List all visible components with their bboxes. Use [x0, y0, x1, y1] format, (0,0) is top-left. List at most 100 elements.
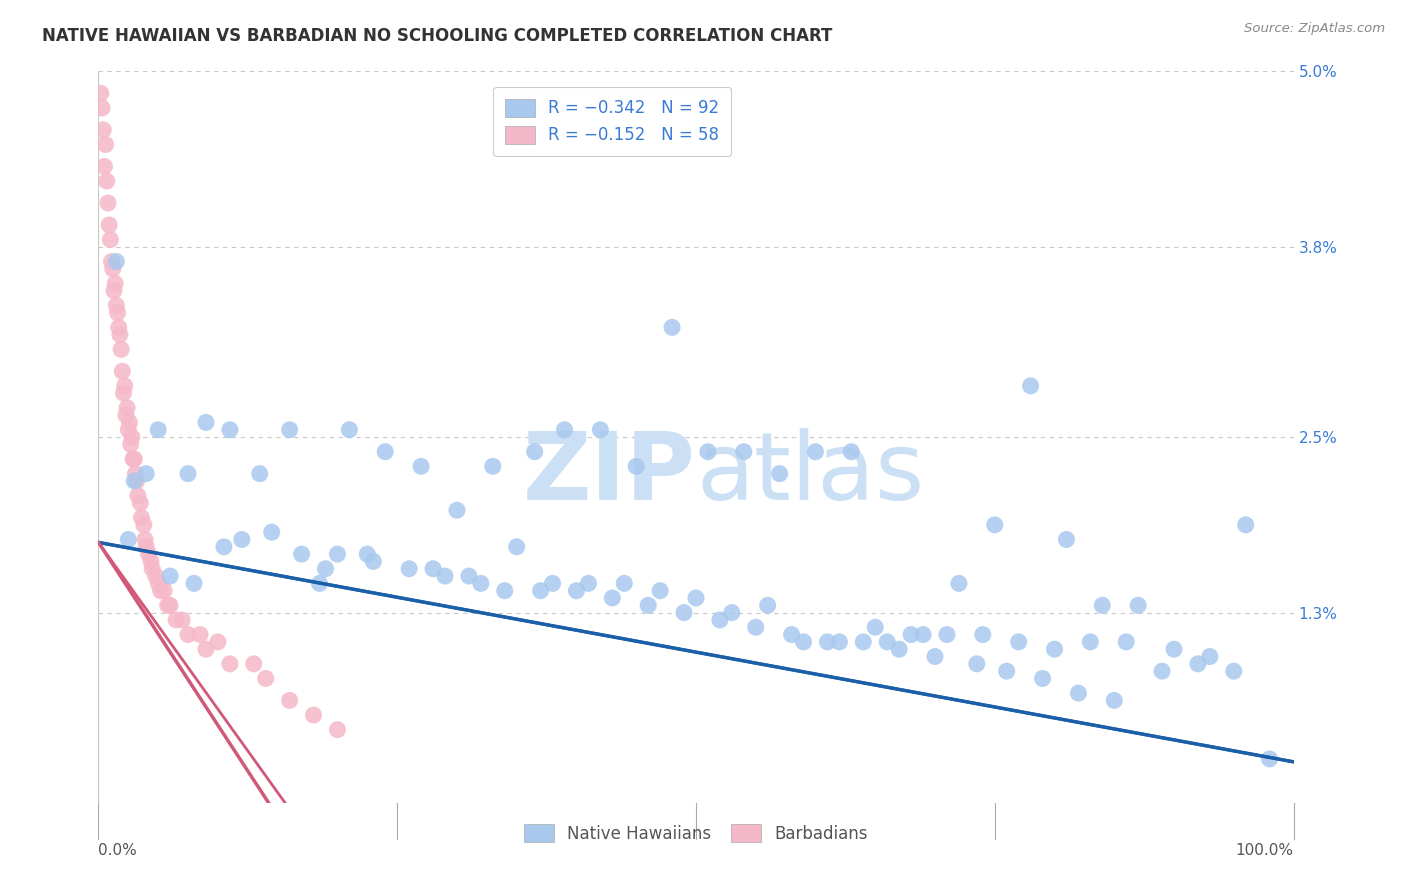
Point: [156, 599, 179, 613]
Point: [578, 576, 600, 591]
Text: Source: ZipAtlas.com: Source: ZipAtlas.com: [1244, 22, 1385, 36]
Point: [339, 423, 361, 437]
Point: [1163, 642, 1185, 657]
Point: [107, 320, 129, 334]
Text: 100.0%: 100.0%: [1236, 843, 1294, 858]
Point: [98, 218, 121, 232]
Point: [494, 583, 516, 598]
Point: [219, 423, 242, 437]
Point: [135, 540, 157, 554]
Point: [254, 672, 277, 686]
Point: [260, 525, 283, 540]
Point: [91, 123, 114, 137]
Point: [105, 254, 128, 268]
Point: [165, 613, 187, 627]
Point: [661, 320, 683, 334]
Point: [124, 452, 146, 467]
Point: [889, 642, 911, 657]
Point: [114, 379, 136, 393]
Text: ZIP: ZIP: [523, 427, 696, 520]
Point: [411, 459, 433, 474]
Point: [153, 583, 176, 598]
Point: [101, 261, 124, 276]
Point: [530, 583, 553, 598]
Point: [104, 277, 127, 291]
Point: [112, 386, 135, 401]
Point: [650, 583, 672, 598]
Point: [188, 627, 211, 641]
Point: [212, 540, 235, 554]
Point: [1115, 635, 1137, 649]
Point: [565, 583, 588, 598]
Point: [195, 416, 218, 430]
Point: [177, 467, 200, 481]
Point: [554, 423, 576, 437]
Point: [924, 649, 946, 664]
Point: [1128, 599, 1150, 613]
Legend: Native Hawaiians, Barbadians: Native Hawaiians, Barbadians: [517, 817, 875, 849]
Point: [135, 467, 157, 481]
Point: [100, 254, 122, 268]
Point: [326, 723, 349, 737]
Point: [422, 562, 444, 576]
Text: atlas: atlas: [696, 427, 924, 520]
Point: [1067, 686, 1090, 700]
Point: [139, 554, 162, 568]
Point: [721, 606, 744, 620]
Point: [121, 430, 143, 444]
Point: [177, 627, 200, 641]
Point: [120, 437, 142, 451]
Point: [458, 569, 481, 583]
Point: [589, 423, 612, 437]
Point: [127, 489, 149, 503]
Point: [709, 613, 731, 627]
Point: [219, 657, 242, 671]
Point: [1043, 642, 1066, 657]
Point: [117, 533, 139, 547]
Point: [125, 474, 148, 488]
Point: [541, 576, 564, 591]
Point: [356, 547, 378, 561]
Point: [94, 137, 117, 152]
Point: [966, 657, 988, 671]
Point: [1080, 635, 1102, 649]
Point: [936, 627, 959, 641]
Point: [828, 635, 851, 649]
Point: [326, 547, 349, 561]
Point: [434, 569, 457, 583]
Point: [363, 554, 385, 568]
Point: [132, 517, 155, 532]
Point: [876, 635, 898, 649]
Point: [1104, 693, 1126, 707]
Point: [841, 444, 863, 458]
Point: [1091, 599, 1114, 613]
Point: [90, 87, 112, 101]
Point: [1019, 379, 1042, 393]
Point: [91, 101, 114, 115]
Point: [249, 467, 271, 481]
Point: [308, 576, 330, 591]
Point: [105, 298, 128, 312]
Point: [134, 533, 156, 547]
Point: [523, 444, 546, 458]
Point: [183, 576, 205, 591]
Point: [602, 591, 624, 605]
Point: [769, 467, 792, 481]
Point: [243, 657, 266, 671]
Point: [131, 510, 153, 524]
Point: [115, 408, 138, 422]
Point: [195, 642, 218, 657]
Point: [446, 503, 468, 517]
Point: [865, 620, 887, 634]
Point: [118, 416, 141, 430]
Point: [613, 576, 636, 591]
Point: [98, 233, 122, 247]
Point: [1187, 657, 1209, 671]
Point: [470, 576, 492, 591]
Point: [1258, 752, 1281, 766]
Point: [115, 401, 138, 415]
Point: [626, 459, 648, 474]
Point: [697, 444, 720, 458]
Text: NATIVE HAWAIIAN VS BARBADIAN NO SCHOOLING COMPLETED CORRELATION CHART: NATIVE HAWAIIAN VS BARBADIAN NO SCHOOLIN…: [42, 27, 832, 45]
Point: [398, 562, 420, 576]
